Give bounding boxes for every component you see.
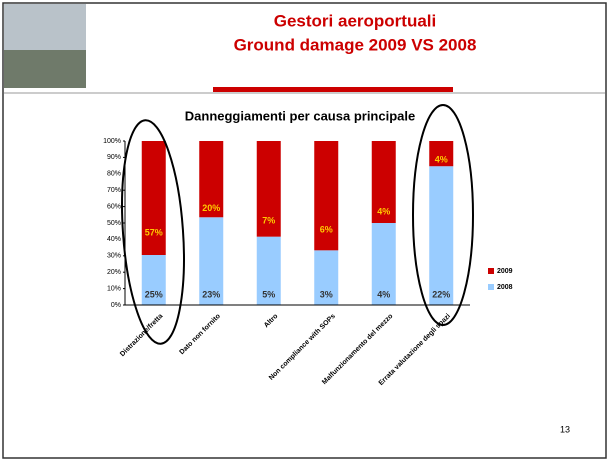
bar-segment: [429, 166, 454, 305]
bar-segment: [371, 141, 396, 223]
bar-segment: [141, 255, 166, 305]
y-tick-label: 20%: [107, 269, 121, 276]
y-tick-label: 40%: [107, 236, 121, 243]
bar-segment: [314, 141, 339, 251]
slide-title: Gestori aeroportuali: [274, 11, 436, 30]
y-tick-label: 0%: [111, 302, 121, 309]
legend-label: 2008: [497, 284, 513, 291]
value-label: 7%: [262, 216, 275, 226]
y-tick-label: 60%: [107, 203, 121, 210]
bar-segment: [141, 141, 166, 255]
y-tick-label: 70%: [107, 187, 121, 194]
slide-subtitle: Ground damage 2009 VS 2008: [234, 35, 477, 54]
bar-segment: [256, 236, 281, 305]
value-label: 4%: [377, 207, 390, 217]
bar-segment: [199, 141, 224, 218]
value-label: 4%: [435, 155, 448, 165]
value-label: 5%: [262, 289, 275, 299]
highlight-ellipse: [412, 104, 474, 326]
legend-swatch: [488, 284, 494, 290]
legend-label: 2009: [497, 268, 513, 275]
value-label: 25%: [145, 289, 163, 299]
y-tick-label: 100%: [103, 138, 121, 145]
value-label: 4%: [377, 289, 390, 299]
value-label: 57%: [145, 227, 163, 237]
y-tick-label: 80%: [107, 171, 121, 178]
legend-swatch: [488, 268, 494, 274]
highlight-ellipse: [121, 119, 185, 345]
value-label: 3%: [320, 289, 333, 299]
value-label: 6%: [320, 224, 333, 234]
y-tick-label: 50%: [107, 220, 121, 227]
bar-segment: [256, 141, 281, 237]
value-label: 23%: [202, 289, 220, 299]
bar-segment: [371, 223, 396, 305]
photo-ground: [4, 50, 86, 88]
page-number: 13: [560, 424, 570, 434]
value-label: 20%: [202, 203, 220, 213]
bar-segment: [199, 217, 224, 305]
chart-title: Danneggiamenti per causa principale: [185, 108, 415, 123]
bar-segment: [314, 250, 339, 305]
accent-bar: [213, 87, 453, 92]
value-label: 22%: [432, 289, 450, 299]
y-tick-label: 30%: [107, 253, 121, 260]
y-tick-label: 90%: [107, 154, 121, 161]
bar-segment: [429, 141, 454, 167]
y-tick-label: 10%: [107, 285, 121, 292]
